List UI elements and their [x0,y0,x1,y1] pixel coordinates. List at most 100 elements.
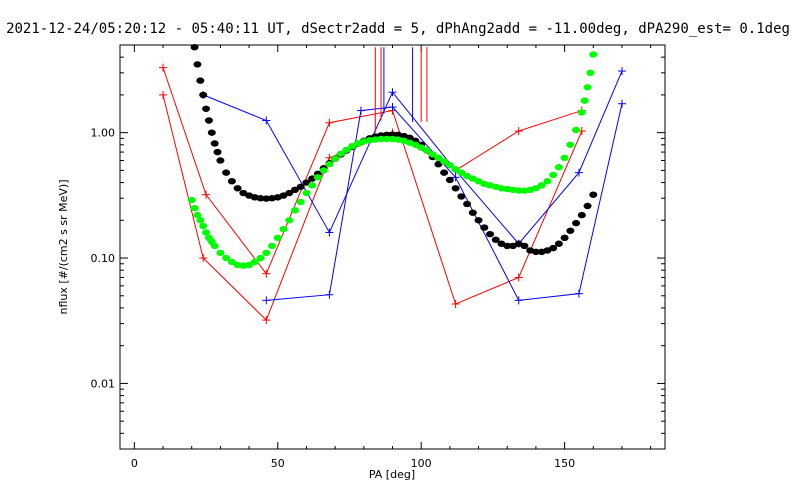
data-point [193,211,202,219]
data-point [199,91,208,99]
data-point [388,131,397,138]
data-point [560,154,569,162]
data-point [325,228,334,237]
data-point [531,248,540,256]
data-point [290,207,299,214]
data-point [233,185,242,192]
data-point [388,88,397,97]
series-layer [159,44,626,325]
data-point [554,164,563,171]
data-point [262,195,271,202]
data-point [210,140,219,147]
data-point [574,289,583,298]
data-point [227,258,236,266]
series-line [202,70,623,245]
data-point [514,187,523,194]
data-point [213,148,222,156]
data-point [417,144,426,151]
data-point [411,141,420,148]
series-3 [262,99,626,305]
data-point [474,217,483,224]
data-point [222,169,231,176]
data-point [331,155,340,162]
data-point [388,103,397,112]
data-point [190,44,199,51]
data-point [245,261,254,269]
data-point [256,195,265,202]
data-point [377,135,386,143]
data-point [296,183,305,190]
data-point [207,129,216,136]
data-point [451,173,460,182]
data-point [405,134,414,141]
data-point [572,126,581,134]
data-point [302,189,311,197]
data-point [577,109,586,116]
x-tick-label: 50 [271,457,285,470]
data-point [617,99,626,108]
data-point [325,161,334,168]
data-point [279,225,288,233]
data-point [319,167,328,174]
data-point [210,242,219,250]
data-point [434,154,443,162]
data-point [325,290,334,299]
data-point [580,97,589,104]
data-point [159,90,168,99]
data-point [589,191,598,198]
series-1 [159,90,586,325]
data-point [262,116,271,125]
data-point [227,178,236,185]
data-point [313,174,322,181]
data-point [566,141,575,148]
data-point [356,106,365,115]
series-line [266,103,623,301]
data-point [308,182,317,189]
data-point [468,209,477,216]
data-point [514,273,523,282]
data-point [382,135,391,143]
y-axis: 0.01 0.10 1.00 [91,44,665,450]
series-5 [187,51,598,269]
data-point [451,300,460,309]
x-axis: 0 50 100 150 [131,45,652,470]
data-point [451,185,460,192]
data-point [514,127,523,136]
y-tick-label: 1.00 [91,127,116,140]
y-axis-label: nflux [#/(cm2 s sr MeV)] [57,180,70,315]
data-point [187,196,196,204]
data-point [190,204,199,212]
data-point [325,118,334,127]
data-point [549,244,558,252]
data-point [531,185,540,192]
data-point [262,296,271,305]
data-point [342,146,351,153]
data-point [262,316,271,325]
x-tick-label: 0 [131,457,138,470]
data-point [268,242,277,250]
data-point [440,158,449,165]
data-point [537,182,546,189]
data-point [491,236,500,243]
data-point [422,147,431,154]
series-0 [159,63,586,309]
data-point [583,202,592,210]
data-point [262,269,271,278]
data-point [617,67,626,76]
data-point [193,61,202,68]
data-point [202,190,211,199]
data-point [290,186,299,194]
data-point [440,169,449,176]
data-point [285,189,294,197]
data-point [262,249,271,257]
data-point [554,240,563,247]
data-point [222,254,231,262]
chart-title: 2021-12-24/05:20:12 - 05:40:11 UT, dSect… [6,21,790,37]
data-point [480,224,489,231]
data-point [457,169,466,176]
y-tick-label: 0.10 [91,252,116,265]
data-point [560,234,569,242]
data-point [583,84,592,91]
data-point [572,219,581,227]
